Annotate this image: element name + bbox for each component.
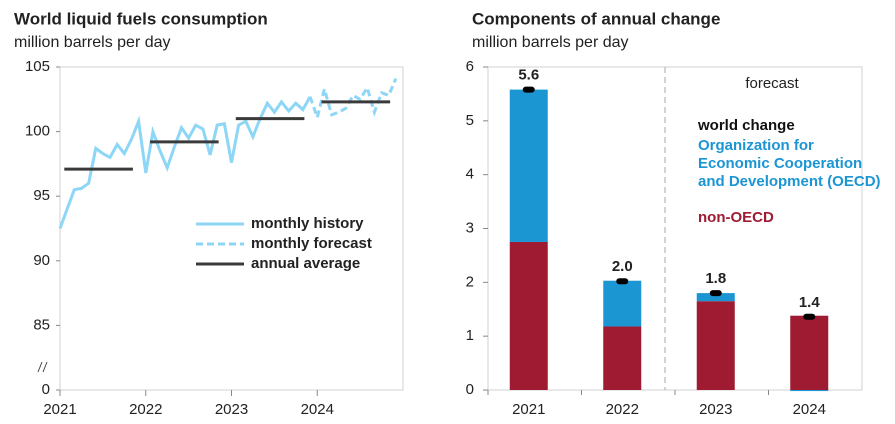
bar-segment — [696, 293, 735, 302]
bar-segment — [603, 280, 642, 327]
y-tick-label: 0 — [42, 381, 50, 398]
x-tick-label: 2023 — [215, 401, 248, 418]
value-label: 5.6 — [518, 67, 539, 84]
y-tick-label: 6 — [466, 58, 474, 75]
bar-segment — [509, 241, 548, 390]
x-tick-label: 2022 — [606, 401, 639, 418]
series-line — [58, 95, 312, 230]
chart-title: World liquid fuels consumption — [14, 9, 268, 28]
bar-segment — [603, 326, 642, 390]
x-tick-label: 2021 — [512, 401, 545, 418]
y-tick-label: 105 — [25, 58, 50, 75]
bar-segment — [509, 89, 548, 242]
chart-subtitle: million barrels per day — [14, 34, 171, 51]
chart-title: Components of annual change — [472, 9, 720, 28]
y-tick-label: 90 — [33, 252, 50, 269]
world-change-marker — [803, 313, 816, 320]
y-tick-label: 1 — [466, 327, 474, 344]
y-tick-label: 0 — [466, 381, 474, 398]
y-tick-label: 2 — [466, 273, 474, 290]
bar-segment — [696, 301, 735, 390]
legend-label: world change — [698, 117, 795, 134]
x-tick-label: 2021 — [43, 401, 76, 418]
axis-break — [42, 361, 48, 373]
bar-segment — [790, 315, 829, 390]
world-change-marker — [522, 86, 535, 93]
legend-label: Organization for Economic Cooperation an… — [698, 137, 881, 190]
series-line — [308, 78, 398, 123]
x-tick-label: 2023 — [699, 401, 732, 418]
world-change-marker — [709, 290, 722, 297]
legend-label: monthly history — [251, 215, 364, 232]
legend-label: non-OECD — [698, 209, 774, 226]
x-tick-label: 2024 — [793, 401, 826, 418]
legend-label: annual average — [251, 255, 360, 272]
world-change-marker — [616, 278, 629, 285]
value-label: 2.0 — [612, 258, 633, 275]
legend-label: monthly forecast — [251, 235, 372, 252]
annotation: forecast — [745, 75, 799, 92]
bar-segment — [790, 390, 829, 392]
y-tick-label: 3 — [466, 219, 474, 236]
value-label: 1.4 — [799, 294, 821, 311]
chart-subtitle: million barrels per day — [472, 34, 629, 51]
value-label: 1.8 — [705, 270, 726, 287]
y-tick-label: 5 — [466, 112, 474, 129]
x-tick-label: 2024 — [301, 401, 334, 418]
y-tick-label: 4 — [466, 166, 474, 183]
x-tick-label: 2022 — [129, 401, 162, 418]
axis-break — [37, 361, 43, 373]
y-tick-label: 95 — [33, 187, 50, 204]
y-tick-label: 85 — [33, 316, 50, 333]
y-tick-label: 100 — [25, 123, 50, 140]
